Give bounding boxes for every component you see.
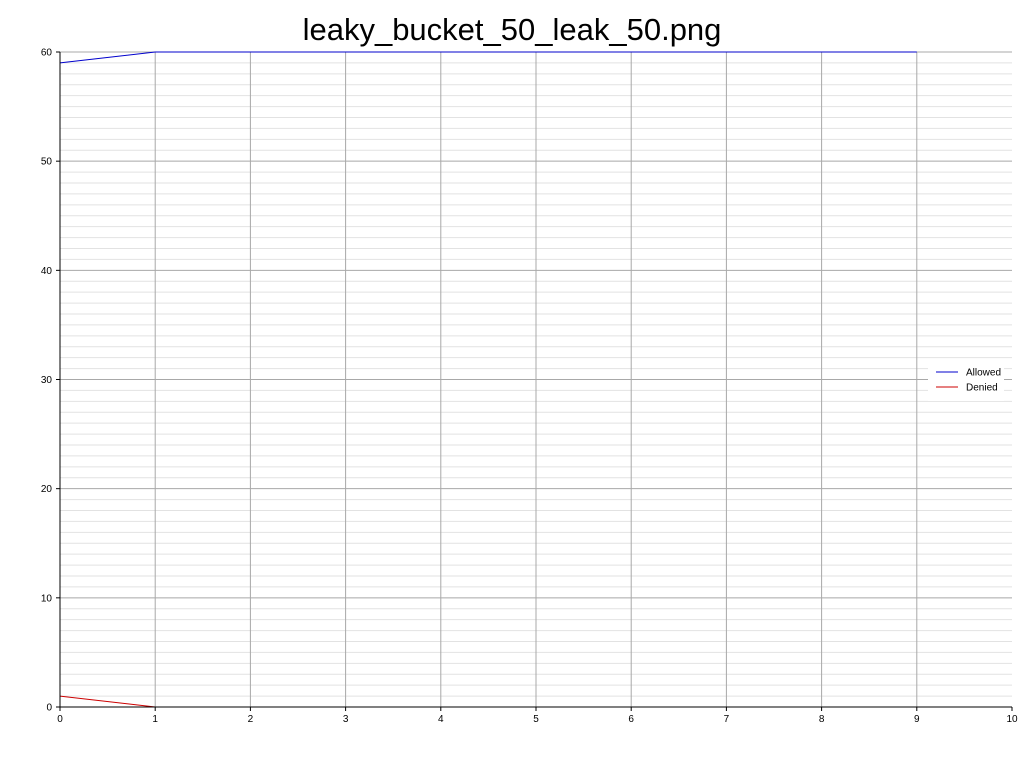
x-tick-label: 7 xyxy=(724,714,730,725)
x-tick-label: 1 xyxy=(152,714,158,725)
x-tick-label: 4 xyxy=(438,714,444,725)
x-tick-label: 2 xyxy=(248,714,254,725)
x-tick-label: 9 xyxy=(914,714,920,725)
series-line-denied xyxy=(59,695,917,708)
axes-layer: 0 10 20 30 40 50 60 0 1 2 3 4 5 6 7 8 9 10 xyxy=(41,48,1018,726)
legend: Allowed Denied xyxy=(928,363,1004,401)
y-tick-label: 10 xyxy=(41,593,53,604)
legend-label-denied: Denied xyxy=(966,383,998,394)
legend-label-allowed: Allowed xyxy=(966,368,1001,379)
y-tick-label: 60 xyxy=(41,48,53,59)
major-grid xyxy=(60,51,1012,707)
x-tick-label: 5 xyxy=(533,714,539,725)
x-tick-label: 3 xyxy=(343,714,349,725)
y-tick-label: 0 xyxy=(46,703,52,714)
x-tick-label: 6 xyxy=(628,714,634,725)
legend-box xyxy=(928,363,1004,401)
y-tick-label: 20 xyxy=(41,484,53,495)
x-tick-label: 10 xyxy=(1006,714,1018,725)
x-tick-label: 0 xyxy=(57,714,63,725)
y-tick-label: 30 xyxy=(41,375,53,386)
chart-title: leaky_bucket_50_leak_50.png xyxy=(302,12,722,47)
x-tick-label: 8 xyxy=(819,714,825,725)
y-tick-label: 50 xyxy=(41,157,53,168)
y-tick-label: 40 xyxy=(41,266,53,277)
series-line-allowed xyxy=(59,51,917,64)
